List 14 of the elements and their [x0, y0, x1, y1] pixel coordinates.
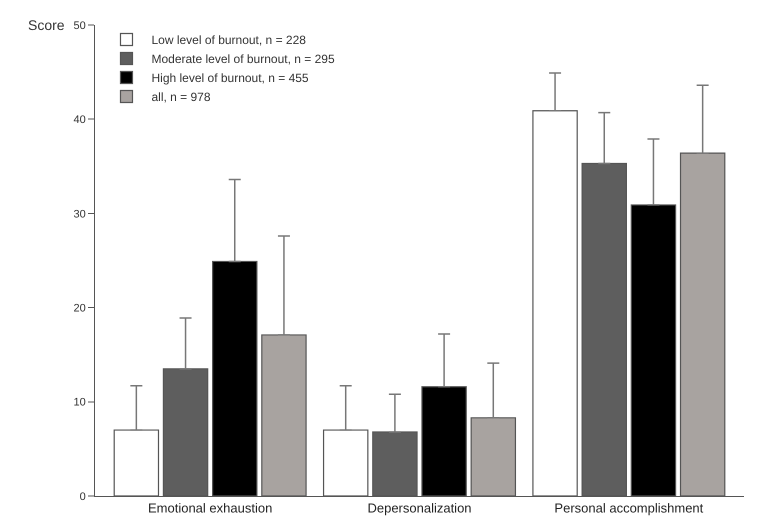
y-tick-label: 0: [80, 490, 86, 503]
y-tick-label: 50: [74, 20, 86, 32]
legend-label: Low level of burnout, n = 228: [151, 33, 306, 48]
y-tick-label: 30: [74, 208, 86, 220]
x-tick-label: Emotional exhaustion: [148, 500, 272, 516]
legend-label: Moderate level of burnout, n = 295: [151, 52, 335, 66]
y-tick-label: 10: [74, 396, 86, 409]
legend-label: High level of burnout, n = 455: [151, 71, 309, 86]
legend-label: all, n = 978: [151, 90, 211, 104]
x-tick-label: Personal accomplishment: [554, 500, 704, 516]
y-tick-label: 40: [74, 114, 86, 126]
y-tick-label: 20: [74, 302, 86, 314]
y-axis-title: Score: [28, 17, 65, 33]
x-tick-label: Depersonalization: [367, 500, 472, 516]
